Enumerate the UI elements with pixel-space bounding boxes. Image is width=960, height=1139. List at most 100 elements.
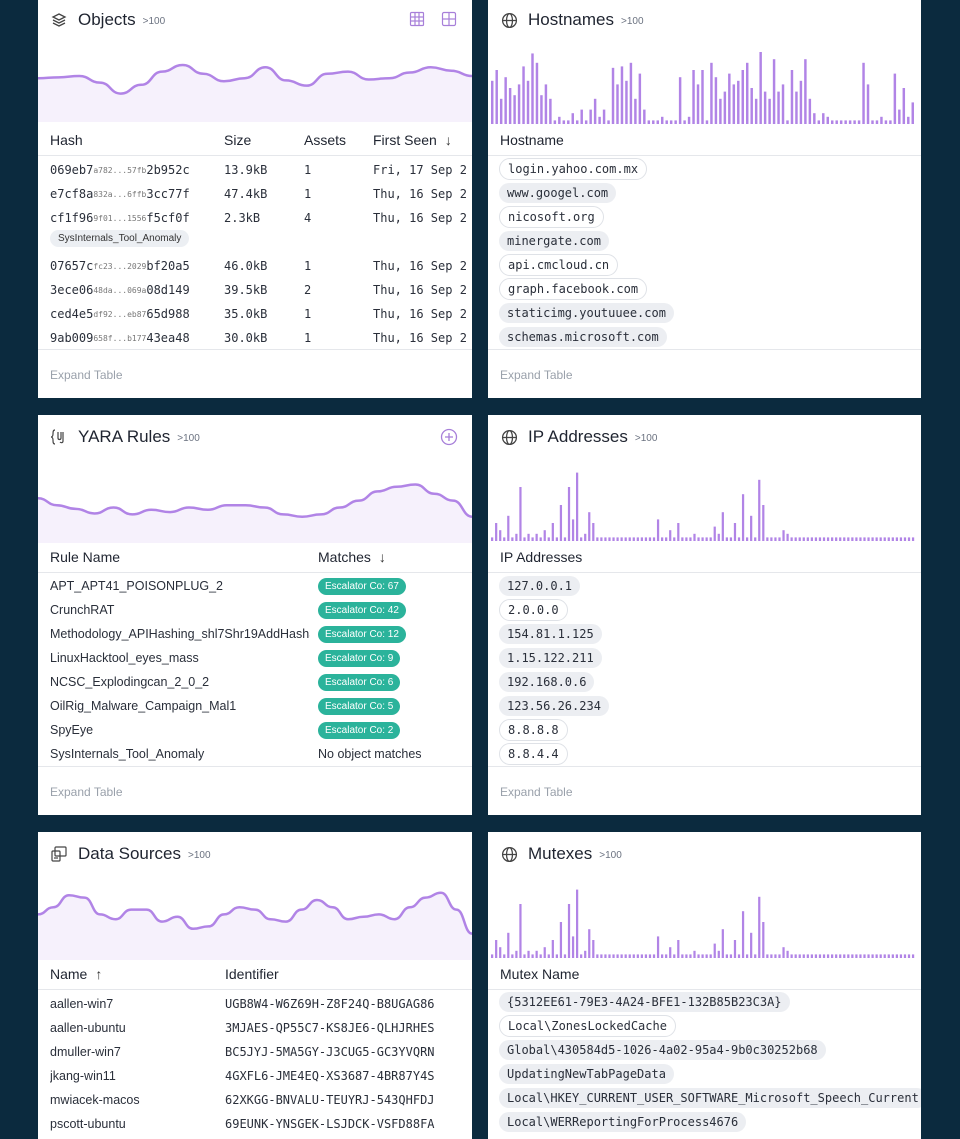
value-pill[interactable]: staticimg.youtuuee.com <box>499 303 674 323</box>
column-hash[interactable]: Hash <box>50 132 83 148</box>
value-pill[interactable]: 2.0.0.0 <box>499 599 568 621</box>
sources-card: Data Sources >100 Name ↑ Identifier aalle… <box>38 832 472 1139</box>
value-pill[interactable]: 1.15.122.211 <box>499 648 602 668</box>
histogram-bar <box>507 932 510 958</box>
match-badge[interactable]: Escalator Co: 5 <box>318 697 401 715</box>
match-badge[interactable]: Escalator Co: 12 <box>318 625 406 643</box>
column-assets[interactable]: Assets <box>304 132 347 148</box>
table-row[interactable]: 3ece06 48da...069a 08d149 39.5kB 2 Thu, 16 Se… <box>38 278 472 302</box>
value-pill[interactable]: minergate.com <box>499 231 609 251</box>
column-rule-name[interactable]: Rule Name <box>50 549 121 565</box>
hostnames-expand-button[interactable]: Expand Table <box>500 368 573 382</box>
table-row[interactable]: CrunchRAT Escalator Co: 42 <box>38 598 472 622</box>
list-item: 1.15.122.211 <box>488 646 921 670</box>
histogram-bar <box>898 109 901 124</box>
value-pill[interactable]: Global\430584d5-1026-4a02-95a4-9b0c30252… <box>499 1040 826 1060</box>
list-item: login.yahoo.com.mx <box>488 157 921 181</box>
grid-icon[interactable] <box>408 10 426 28</box>
table-row[interactable]: aallen-ubuntu 3MJAES-QP55C7-KS8JE6-QLHJRH… <box>38 1016 472 1040</box>
histogram-bar <box>652 954 656 958</box>
histogram-bar <box>673 537 676 541</box>
value-pill[interactable]: 154.81.1.125 <box>499 624 602 644</box>
table-row[interactable]: 07657c fc23...2029 bf20a5 46.0kB 1 Thu, 16 Se… <box>38 254 472 278</box>
histogram-bar <box>847 537 850 541</box>
table-row[interactable]: ced4e5 df92...eb87 65d988 35.0kB 1 Thu, 16 Se… <box>38 302 472 326</box>
histogram-bar <box>547 954 550 958</box>
ip-histogram <box>491 472 915 541</box>
value-pill[interactable]: 192.168.0.6 <box>499 672 595 692</box>
grid-alt-icon[interactable] <box>440 10 458 28</box>
match-badge[interactable]: Escalator Co: 6 <box>318 673 401 691</box>
histogram-bar <box>778 954 781 958</box>
histogram-bar <box>701 70 704 124</box>
table-row[interactable]: APT_APT41_POISONPLUG_2 Escalator Co: 67 <box>38 574 472 598</box>
column-identifier[interactable]: Identifier <box>225 966 279 982</box>
value-pill[interactable]: api.cmcloud.cn <box>499 254 619 276</box>
layers-icon <box>50 11 68 29</box>
yara-expand-button[interactable]: Expand Table <box>50 785 123 799</box>
value-pill[interactable]: Local\WERReportingForProcess4676 <box>499 1112 747 1132</box>
value-pill[interactable]: UpdatingNewTabPageData <box>499 1064 674 1084</box>
value-pill[interactable]: {5312EE61-79E3-4A24-BFE1-132B85B23C3A} <box>499 992 790 1012</box>
histogram-bar <box>608 954 611 958</box>
objects-expand-button[interactable]: Expand Table <box>50 368 123 382</box>
column-mutex-name[interactable]: Mutex Name <box>500 966 580 982</box>
column-first-seen[interactable]: First Seen ↓ <box>373 132 452 148</box>
value-pill[interactable]: 8.8.4.4 <box>499 743 568 765</box>
table-row[interactable]: 069eb7 a782...57fb 2b952c 13.9kB 1 Fri, 17 Se… <box>38 158 472 182</box>
column-size[interactable]: Size <box>224 132 252 148</box>
table-row[interactable]: e7cf8a 832a...6ffb 3cc77f 47.4kB 1 Thu, 16 Se… <box>38 182 472 206</box>
match-badge[interactable]: Escalator Co: 9 <box>318 649 401 667</box>
tag-holder: SysInternals_Tool_Anomaly <box>50 228 190 248</box>
yara-tag[interactable]: SysInternals_Tool_Anomaly <box>50 229 190 247</box>
source-identifier-cell: 62XKGG-BNVALU-TEUYRJ-543QHFDJ <box>225 1093 435 1107</box>
value-pill[interactable]: 123.56.26.234 <box>499 696 609 716</box>
value-pill[interactable]: graph.facebook.com <box>499 278 648 300</box>
table-row[interactable]: LinuxHacktool_eyes_mass Escalator Co: 9 <box>38 646 472 670</box>
histogram-bar <box>831 954 834 958</box>
value-pill[interactable]: 8.8.8.8 <box>499 719 568 741</box>
column-matches[interactable]: Matches ↓ <box>318 549 386 565</box>
table-row[interactable]: dmuller-win7 BC5JYJ-5MA5GY-J3CUG5-GC3YVQR… <box>38 1040 472 1064</box>
table-row[interactable]: 9ab009 658f...b177 43ea48 30.0kB 1 Thu, 16 Se… <box>38 326 472 350</box>
value-pill[interactable]: 127.0.0.1 <box>499 576 581 596</box>
value-pill[interactable]: Local\HKEY_CURRENT_USER_SOFTWARE_Microso… <box>499 1088 921 1108</box>
table-row[interactable]: SysInternals_Tool_Anomaly No object match… <box>38 742 472 766</box>
rule-name-cell: LinuxHacktool_eyes_mass <box>50 651 199 665</box>
match-badge[interactable]: Escalator Co: 42 <box>318 601 406 619</box>
ip-expand-button[interactable]: Expand Table <box>500 785 573 799</box>
histogram-bar <box>774 954 777 958</box>
histogram-bar <box>883 954 886 958</box>
value-pill[interactable]: www.googel.com <box>499 183 617 203</box>
column-name[interactable]: Name ↑ <box>50 966 103 982</box>
pill-cell: api.cmcloud.cn <box>499 253 921 277</box>
value-pill[interactable]: login.yahoo.com.mx <box>499 158 648 180</box>
match-badge[interactable]: Escalator Co: 2 <box>318 721 401 739</box>
value-pill[interactable]: nicosoft.org <box>499 206 604 228</box>
table-row[interactable]: mwiacek-macos 62XKGG-BNVALU-TEUYRJ-543QHF… <box>38 1088 472 1112</box>
table-row[interactable]: jkang-win11 4GXFL6-JME4EQ-XS3687-4BR87Y4S <box>38 1064 472 1088</box>
column-hostname[interactable]: Hostname <box>500 132 564 148</box>
histogram-bar <box>504 77 507 124</box>
histogram-bar <box>681 954 684 958</box>
table-row[interactable]: aallen-win7 UGB8W4-W6Z69H-Z8F24Q-B8UGAG86 <box>38 992 472 1016</box>
ip-header: IP Addresses >100 <box>488 417 921 457</box>
yara-title: YARA Rules <box>78 427 171 446</box>
match-badge[interactable]: Escalator Co: 67 <box>318 577 406 595</box>
value-pill[interactable]: schemas.microsoft.com <box>499 327 667 347</box>
table-row[interactable]: cf1f96 9f01...1556 f5cf0f 2.3kB 4 Thu, 16 Sep… <box>38 206 472 230</box>
size-cell: 2.3kB <box>224 211 261 225</box>
add-circle-icon[interactable] <box>440 428 458 446</box>
table-row[interactable]: Methodology_APIHashing_shl7Shr19AddHash3… <box>38 622 472 646</box>
table-row[interactable]: NCSC_Explodingcan_2_0_2 Escalator Co: 6 <box>38 670 472 694</box>
table-row[interactable]: pscott-ubuntu 69EUNK-YNSGEK-LSJDCK-VSFD88… <box>38 1112 472 1136</box>
histogram-bar <box>701 954 704 958</box>
histogram-bar <box>515 950 518 958</box>
table-row[interactable]: SpyEye Escalator Co: 2 <box>38 718 472 742</box>
histogram-bar <box>798 954 801 958</box>
histogram-bar <box>883 537 886 541</box>
value-pill[interactable]: Local\ZonesLockedCache <box>499 1015 676 1037</box>
histogram-bar <box>640 537 643 541</box>
table-row[interactable]: OilRig_Malware_Campaign_Mal1 Escalator Co… <box>38 694 472 718</box>
column-ip-addresses[interactable]: IP Addresses <box>500 549 583 565</box>
